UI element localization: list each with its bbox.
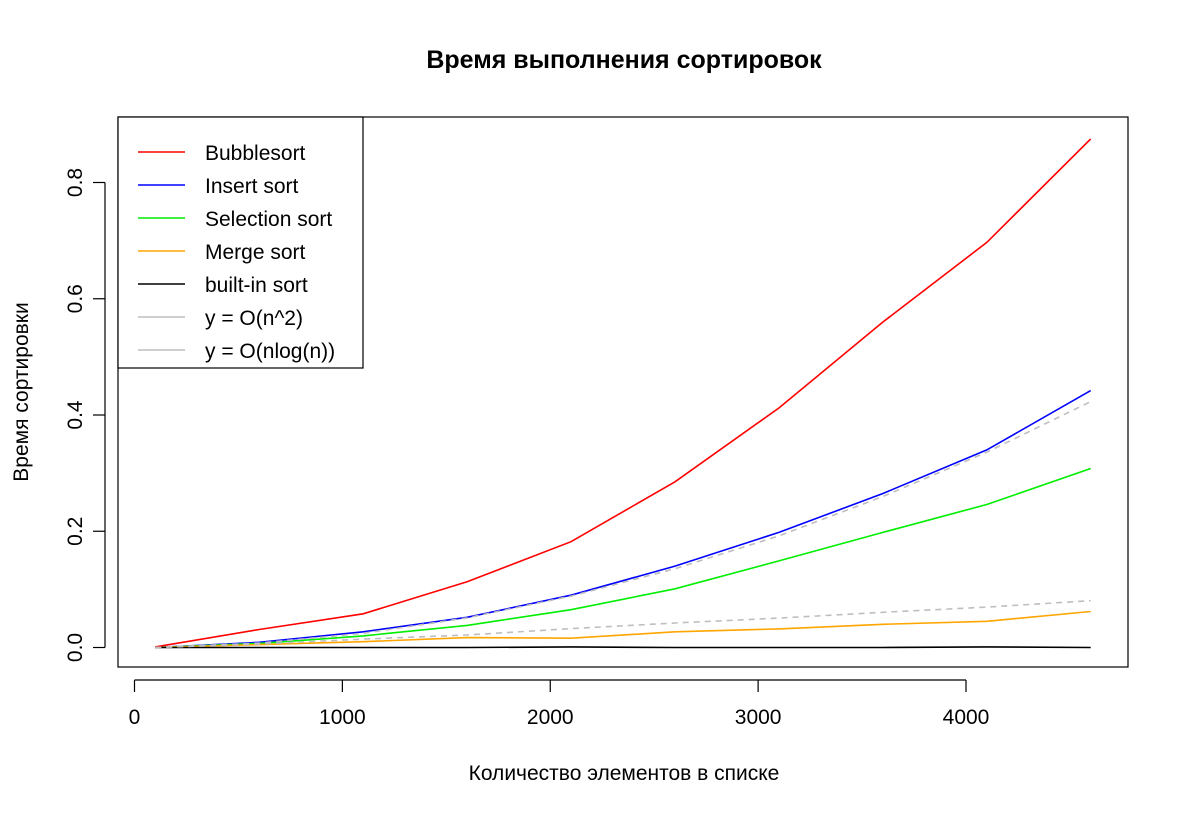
legend-box xyxy=(117,116,364,369)
legend: Bubblesort Insert sort Selection sort Merge… xyxy=(117,116,364,369)
series-line-6 xyxy=(155,599,1091,649)
y-tick-label: 0.2 xyxy=(64,517,87,546)
series-line-2 xyxy=(155,467,1091,649)
chart-title: Время выполнения сортировок xyxy=(426,46,822,74)
x-tick-label: 1000 xyxy=(319,706,366,729)
series-line-0 xyxy=(155,138,1092,648)
legend-entry-label: built-in sort xyxy=(205,274,308,297)
series-line-5 xyxy=(155,400,1092,649)
x-tick-label: 4000 xyxy=(943,706,990,729)
legend-entry-label: Bubblesort xyxy=(205,142,306,165)
y-tick-label: 0.4 xyxy=(64,400,87,430)
x-tick-label: 0 xyxy=(129,706,141,729)
data-layer: 0 1000 2000 3000 4000 0.0 0.2 0.4 0.6 0.8 xyxy=(64,138,1092,729)
y-tick-label: 0.8 xyxy=(64,168,87,197)
legend-entry-label: y = O(n^2) xyxy=(205,307,303,330)
y-tick-label: 0.6 xyxy=(64,284,87,313)
x-tick-label: 2000 xyxy=(527,706,574,729)
x-tick-label: 3000 xyxy=(735,706,782,729)
series-line-1 xyxy=(155,389,1092,649)
series-line-4 xyxy=(155,646,1091,649)
y-tick-label: 0.0 xyxy=(64,633,87,662)
legend-entry-label: y = O(nlog(n)) xyxy=(205,340,335,363)
legend-entry-label: Merge sort xyxy=(205,241,306,264)
plot-frame xyxy=(117,116,1129,668)
legend-entry-label: Selection sort xyxy=(205,208,332,231)
y-axis-label: Время сортировки xyxy=(10,302,33,481)
series-line-3 xyxy=(155,610,1091,649)
x-axis-label: Количество элементов в списке xyxy=(469,762,780,785)
legend-entry-label: Insert sort xyxy=(205,175,299,198)
